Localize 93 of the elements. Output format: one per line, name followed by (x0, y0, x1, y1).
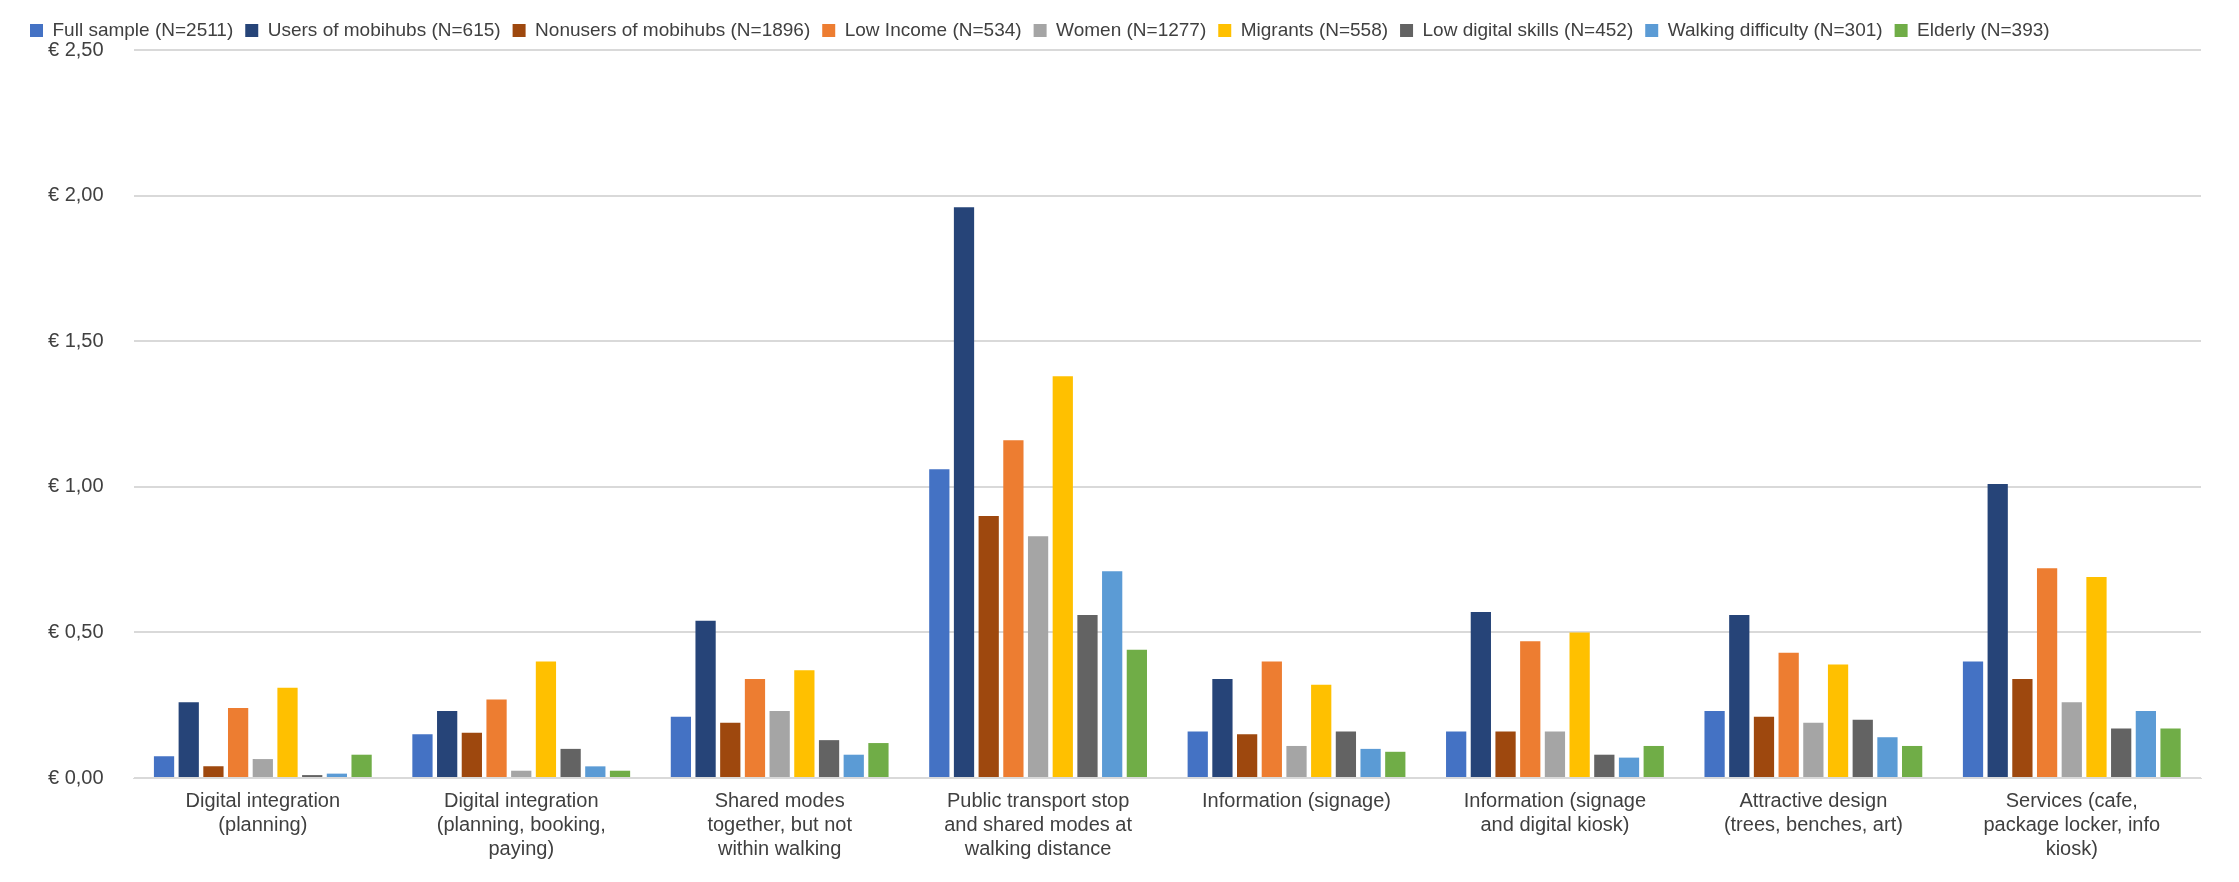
bar (178, 702, 199, 777)
bar (609, 770, 631, 777)
x-tick-label: Digital integration (planning) (185, 788, 341, 835)
y-tick-label: € 1,50 (48, 328, 104, 351)
bar (695, 620, 716, 777)
y-tick-label: € 2,00 (48, 183, 104, 206)
bar (412, 734, 433, 777)
y-tick-label: € 0,00 (48, 765, 104, 788)
bar (1360, 748, 1381, 777)
bar (277, 687, 298, 777)
bar (1470, 612, 1491, 777)
bar (1335, 731, 1357, 777)
x-tick-label: Attractive design (trees, benches, art) (1723, 788, 1903, 835)
bar (203, 766, 224, 777)
bar (720, 722, 741, 777)
bar (1803, 722, 1824, 777)
bar (351, 754, 372, 777)
bar (1877, 737, 1898, 777)
bar (1052, 376, 1073, 777)
bar (2135, 711, 2156, 777)
x-tick-label: Services (cafe, package locker, info kiosk) (1983, 788, 2161, 859)
bar (2036, 568, 2058, 777)
legend-label: Elderly (N=393) (1917, 18, 2050, 40)
bar (1643, 745, 1664, 777)
legend-label: Low Income (N=534) (844, 18, 1022, 40)
legend-label: Users of mobihubs (N=615) (267, 18, 501, 40)
bar (1446, 731, 1467, 777)
x-tick-label: Shared modes together, but not within walking (707, 788, 853, 859)
bar (1126, 649, 1147, 777)
legend-label: Nonusers of mobihubs (N=1896) (535, 18, 811, 40)
bar (1102, 571, 1123, 777)
bar (1187, 731, 1208, 777)
legend-label: Migrants (N=558) (1240, 18, 1389, 40)
bar (1520, 641, 1541, 777)
bar (1027, 536, 1049, 777)
bar (1212, 678, 1233, 777)
bar (437, 711, 458, 777)
bar (228, 708, 249, 777)
bar (1311, 684, 1332, 777)
bar (2086, 577, 2107, 777)
bar (2160, 728, 2181, 777)
bar (744, 678, 766, 777)
x-tick-label: Information (signage and digital kiosk) (1463, 788, 1647, 835)
y-tick-label: € 2,50 (48, 37, 104, 60)
legend-label: Full sample (N=2511) (52, 18, 234, 40)
x-tick-label: Digital integration (planning, booking, paying) (436, 788, 606, 859)
bar (953, 207, 975, 777)
bar (1827, 664, 1849, 777)
bar (1237, 734, 1258, 777)
bar (1729, 614, 1750, 777)
legend-label: Women (N=1277) (1056, 18, 1207, 40)
bar (1753, 716, 1775, 777)
bar (1385, 751, 1406, 777)
bar (2061, 702, 2082, 777)
bar (929, 469, 950, 777)
bar (1544, 731, 1566, 777)
bar (978, 515, 999, 777)
bar (1704, 711, 1725, 777)
bar (486, 699, 507, 777)
bar (560, 748, 581, 777)
bar (843, 754, 864, 777)
bar (2111, 728, 2132, 777)
bar (2012, 678, 2033, 777)
x-tick-label: Public transport stop and shared modes at walking distance (944, 788, 1133, 859)
bar (1594, 754, 1615, 777)
bar (1618, 757, 1640, 777)
bar (769, 711, 790, 777)
bar (794, 670, 815, 777)
x-tick-label: Information (signage) (1202, 788, 1392, 811)
bar (1902, 745, 1923, 777)
y-tick-label: € 1,00 (48, 474, 104, 497)
bar (1962, 661, 1984, 777)
bar (1778, 652, 1799, 777)
bar (1261, 661, 1282, 777)
bar (585, 766, 606, 777)
bar (535, 661, 557, 777)
bar (670, 716, 692, 777)
bar (1987, 483, 2008, 777)
bar (1852, 719, 1873, 777)
bar (1495, 731, 1516, 777)
bar (818, 740, 840, 777)
bar (1003, 440, 1024, 777)
bar (153, 756, 175, 777)
bar (1569, 632, 1590, 777)
legend-label: Low digital skills (N=452) (1422, 18, 1634, 40)
bar (1077, 614, 1098, 777)
y-tick-label: € 0,50 (48, 619, 104, 642)
bar (868, 743, 889, 777)
bar (1286, 745, 1307, 777)
bar (511, 770, 532, 777)
legend-label: Walking difficulty (N=301) (1667, 18, 1883, 40)
bar (461, 732, 482, 777)
bar (252, 759, 273, 777)
